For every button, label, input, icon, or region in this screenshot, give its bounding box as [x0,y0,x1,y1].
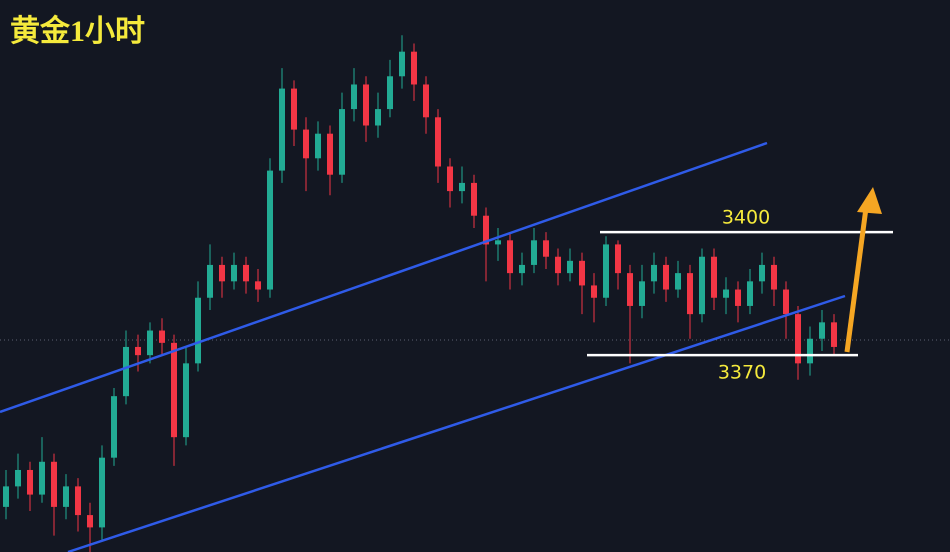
levels: 3400 3370 [587,207,893,384]
candle-body [135,346,141,356]
candle-body [15,469,21,487]
candle-body [531,240,537,265]
candle-body [591,285,597,298]
candles [3,35,837,552]
candle-body [807,338,813,364]
candle-body [195,297,201,364]
candle-body [183,363,189,438]
candle-body [3,486,9,507]
candle-body [399,51,405,77]
candle-body [375,109,381,126]
candle-body [315,133,321,159]
chart-title: 黄金1小时 [10,14,145,48]
candle-body [507,240,513,274]
candle-body [99,457,105,528]
candle-body [27,469,33,495]
candle-body [159,330,165,343]
candle-body [423,84,429,118]
candle-body [147,330,153,356]
candle-body [579,260,585,286]
candle-body [783,289,789,315]
candle-body [351,84,357,110]
candle-body [339,109,345,175]
arrow-shaft [844,207,869,353]
candle-body [207,264,213,298]
candle-body [363,84,369,126]
channel-upper [0,141,768,414]
candle-body [675,273,681,290]
level-label: 3370 [718,362,766,384]
candle-body [243,264,249,282]
candle-body [495,240,501,245]
candle-body [219,264,225,282]
candle-body [519,264,525,274]
candle-body [87,515,93,528]
candle-body [651,264,657,282]
candle-body [291,88,297,130]
candle-body [711,256,717,298]
candle-body [639,281,645,306]
candle-body [831,322,837,347]
candle-body [231,264,237,282]
candle-body [303,129,309,159]
candle-body [567,260,573,274]
candle-body [447,166,453,192]
candle-body [663,264,669,290]
candle-body [51,461,57,507]
candle-body [699,256,705,315]
level-label: 3400 [722,207,770,229]
candle-body [75,486,81,516]
candle-body [39,461,45,495]
candle-body [255,281,261,290]
candle-body [747,281,753,306]
candle-body [795,314,801,364]
candle-body [279,88,285,171]
candle-body [435,117,441,167]
candle-body [111,396,117,458]
candle-body [627,273,633,306]
candle-body [543,240,549,257]
candle-body [759,264,765,282]
candle-body [483,215,489,245]
candle-body [459,182,465,192]
candle-body [267,170,273,290]
channel-lower [67,294,846,552]
candle-body [555,256,561,274]
candle-body [819,322,825,339]
candle-body [387,76,393,110]
candle-body [471,182,477,216]
candle-body [411,51,417,85]
candle-body [735,289,741,306]
candle-body [615,244,621,274]
candle-body [687,273,693,315]
candle-body [327,133,333,175]
arrow-head [857,187,882,214]
candle-body [603,244,609,298]
candle-body [171,342,177,438]
candle-body [771,264,777,290]
candle-body [723,289,729,298]
candle-body [123,346,129,397]
candle-body [63,486,69,507]
